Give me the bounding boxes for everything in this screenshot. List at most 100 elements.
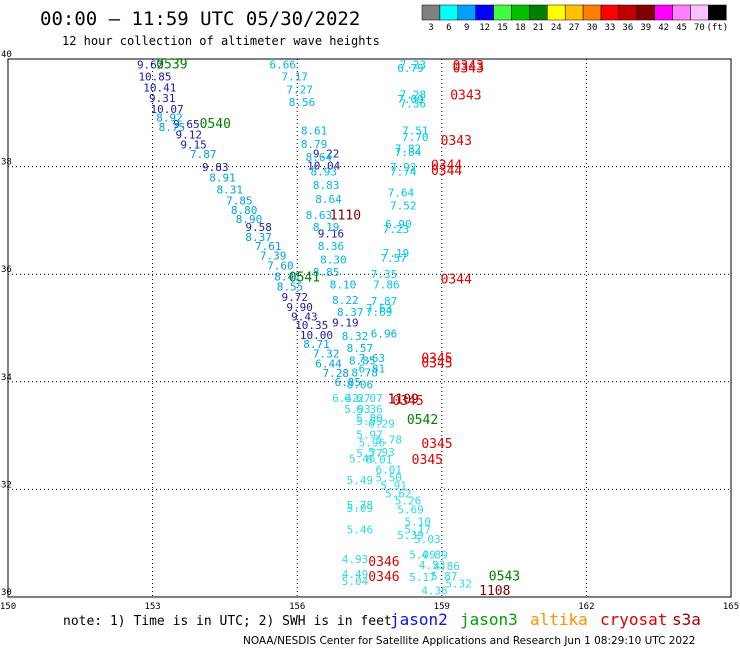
colorbar-label: 30 bbox=[587, 23, 598, 33]
swh-point-label: 7.85 bbox=[226, 194, 253, 207]
swh-point-label: 5.80 bbox=[356, 412, 383, 425]
swh-point-label: 6.96 bbox=[371, 328, 398, 341]
swh-point-label: 8.37 bbox=[337, 306, 364, 319]
x-tick-label: 156 bbox=[289, 602, 305, 612]
swh-point-label: 10.04 bbox=[307, 159, 340, 172]
y-tick-label: 32 bbox=[1, 480, 12, 490]
swh-point-label: 8.61 bbox=[301, 124, 328, 137]
swh-point-label: 5.09 bbox=[347, 502, 374, 515]
swh-point-label: 6.90 bbox=[385, 218, 412, 231]
swh-point-label: 5.62 bbox=[385, 487, 412, 500]
colorbar-swatch bbox=[690, 4, 709, 21]
swh-point-label: 5.97 bbox=[356, 428, 383, 441]
swh-point-label: 5.50 bbox=[376, 471, 403, 484]
swh-point-label: 9.72 bbox=[282, 291, 309, 304]
x-tick-label: 165 bbox=[723, 602, 739, 612]
swh-point-label: 9.12 bbox=[176, 129, 203, 142]
pass-time-label: 1108 bbox=[479, 584, 510, 599]
plot-grid bbox=[8, 59, 731, 597]
swh-point-label: 7.63 bbox=[359, 352, 386, 365]
swh-point-label: 6.42 bbox=[332, 392, 359, 405]
swh-point-label: 8.78 bbox=[351, 366, 378, 379]
chart-title: 00:00 – 11:59 UTC 05/30/2022 bbox=[40, 8, 360, 30]
swh-point-label: 8.10 bbox=[330, 279, 357, 292]
pass-time-label: 0345 bbox=[412, 453, 443, 468]
swh-point-label: 4.89 bbox=[421, 548, 448, 561]
swh-point-label: 7.27 bbox=[286, 83, 313, 96]
x-tick-label: 159 bbox=[434, 602, 450, 612]
swh-point-label: 9.15 bbox=[180, 138, 207, 151]
swh-point-label: 8.75 bbox=[159, 121, 186, 134]
swh-point-label: 5.93 bbox=[344, 403, 371, 416]
colorbar-label: 21 bbox=[533, 23, 544, 33]
swh-point-label: 8.85 bbox=[349, 355, 376, 368]
swh-point-label: 5.09 bbox=[409, 548, 436, 561]
pass-time-label: 0343 bbox=[453, 61, 484, 76]
pass-time-label: 0344 bbox=[441, 272, 472, 287]
swh-point-label: 5.03 bbox=[414, 533, 441, 546]
colorbar-swatch bbox=[511, 4, 530, 21]
colorbar-swatch bbox=[672, 4, 691, 21]
swh-point-label: 8.31 bbox=[216, 184, 243, 197]
swh-point-label: 5.32 bbox=[445, 577, 472, 590]
swh-point-label: 8.30 bbox=[320, 253, 347, 266]
colorbar-label: 45 bbox=[676, 23, 687, 33]
swh-point-label: 8.56 bbox=[289, 96, 316, 109]
colorbar-swatch bbox=[457, 4, 476, 21]
swh-point-label: 7.51 bbox=[402, 124, 429, 137]
swh-point-label: 6.01 bbox=[376, 463, 403, 476]
swh-point-label: 8.79 bbox=[301, 138, 328, 151]
swh-point-label: 7.86 bbox=[373, 279, 400, 292]
swh-point-label: 7.23 bbox=[383, 223, 410, 236]
swh-point-label: 5.04 bbox=[342, 575, 369, 588]
swh-point-label: 9.58 bbox=[245, 221, 272, 234]
swh-point-label: 7.74 bbox=[390, 166, 417, 179]
pass-time-labels: 0539 0540 0541 0542 0543 1110 1109 1108 0343 0343… bbox=[156, 58, 520, 599]
swh-point-label: 7.35 bbox=[371, 268, 398, 281]
swh-point-label: 5.17 bbox=[409, 571, 436, 584]
pass-time-label: 0543 bbox=[489, 569, 520, 584]
y-tick-label: 34 bbox=[1, 373, 12, 383]
colorbar-swatch bbox=[547, 4, 566, 21]
swh-point-label: 5.39 bbox=[397, 529, 424, 542]
swh-point-label: 7.60 bbox=[267, 259, 294, 272]
y-tick-label: 38 bbox=[1, 158, 12, 168]
swh-point-label: 8.91 bbox=[209, 172, 236, 185]
swh-point-label: 4.93 bbox=[342, 553, 369, 566]
swh-point-label: 8.80 bbox=[231, 204, 258, 217]
pass-time-label: 0346 bbox=[368, 570, 399, 585]
swh-point-label: 6.36 bbox=[356, 403, 383, 416]
satellite-legend: jason2 jason3 altika cryosat s3a bbox=[390, 610, 701, 629]
swh-point-label: 5.49 bbox=[347, 474, 374, 487]
swh-point-label: 8.19 bbox=[313, 221, 340, 234]
legend-jason2: jason2 bbox=[390, 610, 448, 629]
colorbar-swatch bbox=[439, 4, 459, 21]
swh-point-label: 6.79 bbox=[397, 62, 424, 75]
swh-point-label: 10.35 bbox=[295, 319, 328, 332]
legend-altika: altika bbox=[530, 610, 588, 629]
swh-point-label: 7.64 bbox=[388, 187, 415, 200]
pass-time-label: 0539 bbox=[156, 58, 187, 73]
swh-point-label: 9.83 bbox=[202, 161, 229, 174]
swh-point-label: 6.07 bbox=[356, 392, 383, 405]
colorbar-label: 36 bbox=[622, 23, 633, 33]
pass-time-label: 0345 bbox=[421, 356, 452, 371]
y-tick-label: 40 bbox=[1, 50, 12, 60]
colorbar-legend: 3 6 9 12 15 18 21 24 27 30 33 36 39 42 45 70 (ft) bbox=[421, 4, 728, 33]
swh-point-label: 9.16 bbox=[318, 228, 345, 241]
swh-point-label: 10.07 bbox=[150, 103, 183, 116]
colorbar-swatch bbox=[600, 4, 620, 21]
swh-point-label: 8.85 bbox=[313, 266, 340, 279]
swh-point-label: 8.22 bbox=[332, 294, 359, 307]
swh-point-label: 8.83 bbox=[313, 179, 340, 192]
colorbar-swatch bbox=[421, 4, 441, 21]
axis-ticks: 150 153 156 159 162 165 30 32 34 36 38 40 bbox=[0, 50, 739, 612]
swh-point-label: 10.41 bbox=[143, 81, 176, 94]
legend-cryosat: cryosat bbox=[600, 610, 667, 629]
colorbar-label: 24 bbox=[551, 23, 562, 33]
x-tick-label: 153 bbox=[144, 602, 160, 612]
swh-point-label: 7.17 bbox=[282, 71, 309, 84]
pass-time-label: 0344 bbox=[431, 158, 462, 173]
